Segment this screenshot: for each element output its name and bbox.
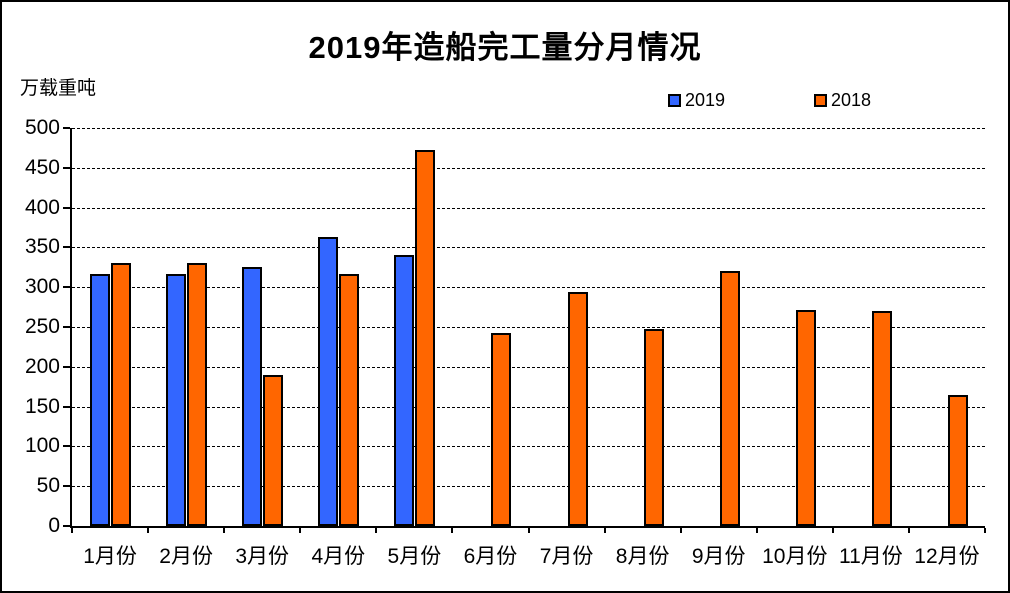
gridline-100 [72,446,985,448]
y-tick-450 [63,166,70,169]
y-tick-label-150: 150 [24,394,60,418]
y-tick-label-0: 0 [48,514,60,537]
gridline-150 [72,406,985,408]
gridline-500 [72,128,985,129]
x-tick-3 [299,528,302,533]
x-axis-label-10月份: 10月份 [762,545,828,568]
x-axis-label-7月份: 7月份 [539,545,594,568]
x-tick-0 [71,528,73,533]
bar-2019-3月份 [242,267,263,526]
legend-swatch-2018 [814,93,827,107]
x-tick-1 [147,528,150,533]
bar-2018-11月份 [871,311,892,526]
x-tick-7 [603,528,606,533]
legend-label-2019: 2019 [685,90,726,110]
y-tick-label-400: 400 [24,195,60,219]
legend-label-2018: 2018 [831,90,872,110]
bar-2019-2月份 [166,273,187,526]
gridline-450 [72,167,985,169]
x-tick-2 [223,528,226,533]
legend-item-2019: 2019 [668,91,725,109]
bar-2018-10月份 [795,310,816,526]
x-axis-label-9月份: 9月份 [691,545,746,568]
gridline-200 [72,366,985,368]
bar-2018-4月份 [339,274,360,526]
gridline-250 [72,327,985,328]
y-tick-label-500: 500 [24,116,60,139]
y-axis-unit-label: 万载重吨 [20,78,97,99]
y-tick-500 [63,127,70,129]
y-tick-300 [63,286,70,289]
y-tick-150 [63,405,70,408]
y-tick-label-250: 250 [24,315,60,338]
bar-2019-4月份 [318,237,339,526]
y-tick-250 [63,326,70,328]
bar-2018-7月份 [567,291,588,526]
bar-2018-12月份 [947,394,968,526]
y-tick-200 [63,365,70,368]
bar-2019-1月份 [90,273,111,526]
x-axis-label-5月份: 5月份 [387,545,442,568]
y-tick-label-350: 350 [24,235,60,259]
legend-swatch-2019 [668,93,681,107]
x-axis-label-3月份: 3月份 [235,545,290,568]
x-axis-label-6月份: 6月份 [463,545,518,568]
legend-item-2018: 2018 [814,91,871,109]
x-tick-4 [375,528,378,533]
y-tick-label-200: 200 [24,354,60,378]
x-tick-11 [907,528,910,533]
bar-2018-6月份 [491,333,512,526]
x-axis-label-4月份: 4月份 [311,545,366,568]
y-tick-100 [63,445,70,448]
bar-2018-3月份 [263,374,284,526]
bar-2019-5月份 [394,255,415,526]
y-tick-400 [63,206,70,209]
bar-2018-8月份 [643,328,664,526]
y-tick-label-100: 100 [24,434,60,458]
y-tick-label-300: 300 [24,275,60,299]
x-tick-5 [451,528,454,533]
x-tick-9 [755,528,758,533]
y-tick-350 [63,246,70,249]
x-axis-label-11月份: 11月份 [838,545,903,568]
bar-2018-5月份 [415,149,436,526]
x-axis-label-8月份: 8月份 [615,545,670,568]
x-axis-label-12月份: 12月份 [914,545,980,568]
x-tick-6 [527,528,530,533]
y-tick-label-50: 50 [36,474,60,498]
x-tick-8 [679,528,682,533]
gridline-400 [72,207,985,209]
bar-2018-2月份 [187,262,208,526]
x-axis-label-2月份: 2月份 [159,545,213,568]
chart-title: 2019年造船完工量分月情况 [308,30,702,65]
gridline-350 [72,247,985,249]
x-axis-label-1月份: 1月份 [83,545,137,568]
plot-area [70,128,985,528]
bar-2018-9月份 [719,271,740,526]
x-tick-10 [831,528,834,533]
bar-2018-1月份 [111,263,132,526]
gridline-50 [72,486,985,488]
gridline-300 [72,287,985,289]
y-tick-0 [63,525,70,527]
y-tick-label-450: 450 [24,155,60,179]
y-tick-50 [63,485,70,488]
x-tick-12 [984,528,986,533]
